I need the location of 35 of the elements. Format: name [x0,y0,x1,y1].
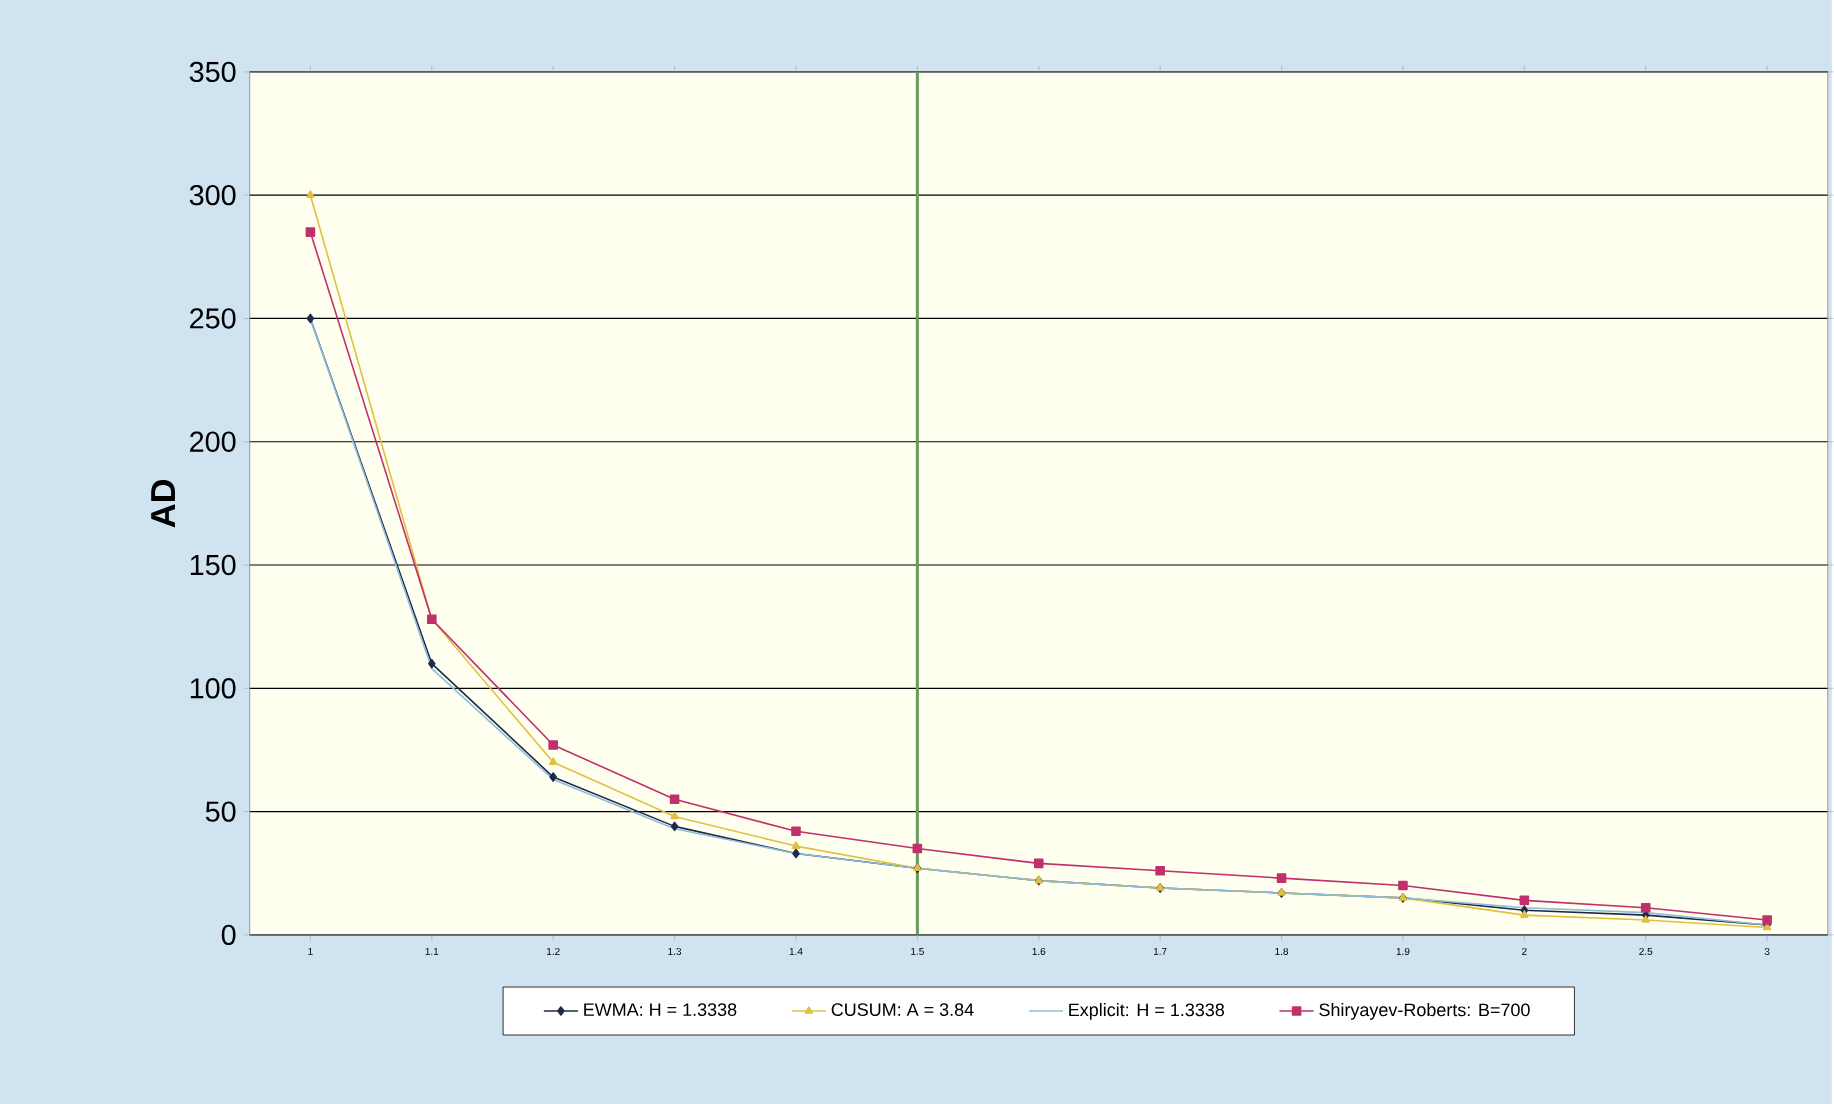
legend-label: EWMA: H = 1.3338 [584,1002,737,1016]
point [1276,873,1287,883]
point [791,840,801,849]
y-tick-label: 200 [190,431,236,452]
y-tick-label: 350 [189,61,236,82]
point [1033,858,1044,868]
y-axis-title: AD [151,479,175,528]
point [791,826,801,836]
y-tick-label: 150 [190,554,236,575]
point [1155,865,1165,876]
legend-label: Shiryayev-Roberts: B=700 [1319,1002,1530,1020]
y-tick-label: 100 [190,677,236,699]
point [548,757,558,765]
point [548,739,558,750]
point [1640,902,1651,913]
point [1519,895,1530,905]
legend-label: CUSUM: A = 3.84 [831,1002,974,1016]
y-tick-label: 300 [189,184,236,206]
point [549,771,557,782]
point [670,811,679,819]
point [1520,910,1529,918]
point [1762,914,1772,925]
point [912,843,923,854]
point [669,794,680,804]
point [306,190,315,198]
point [428,658,436,669]
y-tick-label: 0 [221,924,236,945]
y-tick-label: 50 [205,801,236,822]
legend-label: Explicit: H = 1.3338 [1069,1002,1225,1020]
point [670,821,679,831]
point [1398,880,1408,891]
y-tick-label: 250 [190,307,236,329]
point [305,227,316,237]
point [306,313,315,323]
point [792,848,800,858]
